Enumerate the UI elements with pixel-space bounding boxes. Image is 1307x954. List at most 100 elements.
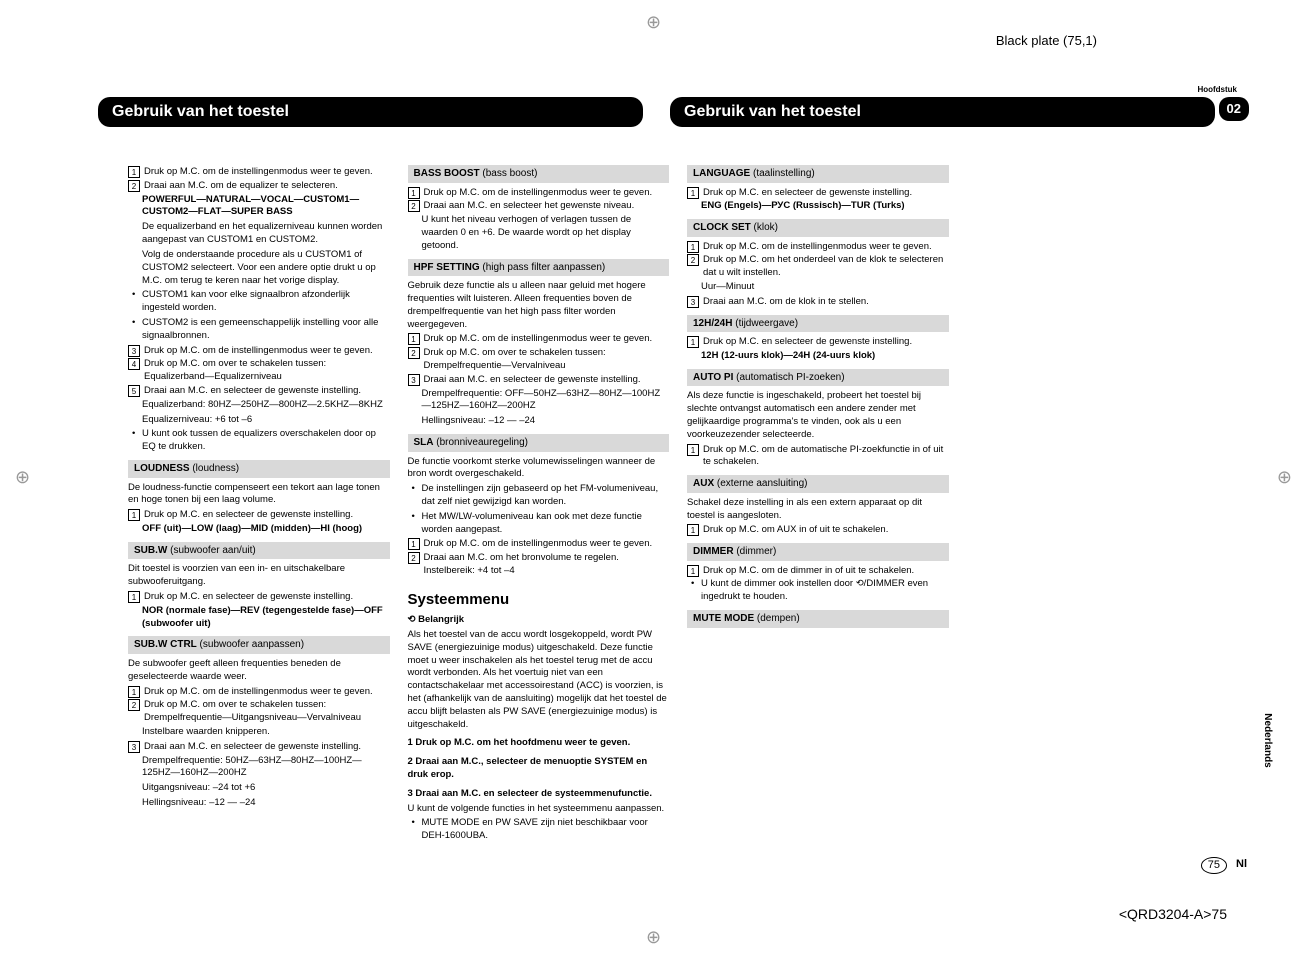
- document-code: <QRD3204-A>75: [1119, 905, 1227, 924]
- body-text: Draai aan M.C. om de equalizer te select…: [144, 180, 390, 193]
- step-num: 2: [408, 200, 420, 212]
- body-text: Draai aan M.C. om de klok in te stellen.: [703, 296, 949, 309]
- step-num: 2: [128, 180, 140, 192]
- body-text: Draai aan M.C. en selecteer de gewenste …: [424, 374, 670, 387]
- subheading-language: LANGUAGE (taalinstelling): [687, 165, 949, 183]
- step-num: 1: [687, 524, 699, 536]
- body-text: Druk op M.C. om over te schakelen tussen…: [144, 358, 390, 384]
- subheading-subwctrl: SUB.W CTRL (subwoofer aanpassen): [128, 636, 390, 654]
- body-text: Hellingsniveau: –12 — –24: [408, 415, 670, 428]
- step-num: 1: [408, 187, 420, 199]
- crop-mark-bottom: ⊕: [646, 925, 661, 949]
- section-systeemmenu: Systeemmenu: [408, 590, 670, 610]
- body-text: Equalizerband: 80HZ—250HZ—800HZ—2.5KHZ—8…: [128, 399, 390, 412]
- body-text: Uur—Minuut: [687, 281, 949, 294]
- body-text: De instellingen zijn gebaseerd op het FM…: [408, 483, 670, 509]
- step-num: 2: [687, 254, 699, 266]
- step-num: 1: [408, 538, 420, 550]
- body-text: 12H (12-uurs klok)—24H (24-uurs klok): [687, 350, 949, 363]
- subheading-hpf: HPF SETTING (high pass filter aanpassen): [408, 259, 670, 277]
- body-text: NOR (normale fase)—REV (tegengestelde fa…: [128, 605, 390, 631]
- body-text: Als deze functie is ingeschakeld, probee…: [687, 390, 949, 441]
- body-text: Druk op M.C. om de instellingenmodus wee…: [703, 241, 949, 254]
- step-num: 3: [128, 741, 140, 753]
- body-text: 2 Draai aan M.C., selecteer de menuoptie…: [408, 756, 670, 782]
- crop-mark-right: ⊕: [1277, 465, 1292, 489]
- subheading-bassboost: BASS BOOST (bass boost): [408, 165, 670, 183]
- body-text: Draai aan M.C. om het bronvolume te rege…: [424, 552, 670, 578]
- body-text: U kunt het niveau verhogen of verlagen t…: [408, 214, 670, 252]
- page-number: 75: [1201, 857, 1227, 874]
- step-num: 2: [128, 699, 140, 711]
- step-num: 1: [687, 187, 699, 199]
- body-text: Drempelfrequentie: OFF—50HZ—63HZ—80HZ—10…: [408, 388, 670, 414]
- step-num: 1: [687, 444, 699, 456]
- step-num: 1: [687, 565, 699, 577]
- step-num: 1: [687, 241, 699, 253]
- step-num: 1: [128, 166, 140, 178]
- body-text: U kunt ook tussen de equalizers overscha…: [128, 428, 390, 454]
- body-text: Uitgangsniveau: –24 tot +6: [128, 782, 390, 795]
- step-num: 1: [687, 336, 699, 348]
- body-text: Gebruik deze functie als u alleen naar g…: [408, 280, 670, 331]
- body-text: Druk op M.C. om de instellingenmodus wee…: [424, 538, 670, 551]
- body-text: Druk op M.C. om over te schakelen tussen…: [144, 699, 390, 725]
- subheading-clockset: CLOCK SET (klok): [687, 219, 949, 237]
- subheading-subw: SUB.W (subwoofer aan/uit): [128, 542, 390, 560]
- subheading-loudness: LOUDNESS (loudness): [128, 460, 390, 478]
- body-text: Draai aan M.C. en selecteer het gewenste…: [424, 200, 670, 213]
- body-text: Druk op M.C. om de automatische PI-zoekf…: [703, 444, 949, 470]
- body-text: Draai aan M.C. en selecteer de gewenste …: [144, 741, 390, 754]
- body-text: ENG (Engels)—РУС (Russisch)—TUR (Turks): [687, 200, 949, 213]
- step-num: 4: [128, 358, 140, 370]
- body-text: De equalizerband en het equalizerniveau …: [128, 221, 390, 247]
- step-num: 2: [408, 347, 420, 359]
- important-label: Belangrijk: [408, 614, 670, 627]
- step-num: 1: [128, 591, 140, 603]
- body-text: Druk op M.C. om over te schakelen tussen…: [424, 347, 670, 373]
- crop-mark-left: ⊕: [15, 465, 30, 489]
- body-text: Druk op M.C. en selecteer de gewenste in…: [703, 187, 949, 200]
- crop-mark-top: [646, 10, 661, 34]
- body-text: CUSTOM2 is een gemeenschappelijk instell…: [128, 317, 390, 343]
- step-num: 3: [687, 296, 699, 308]
- subheading-sla: SLA (bronniveauregeling): [408, 434, 670, 452]
- body-text: Hellingsniveau: –12 — –24: [128, 797, 390, 810]
- body-text: CUSTOM1 kan voor elke signaalbron afzond…: [128, 289, 390, 315]
- body-text: Het MW/LW-volumeniveau kan ook met deze …: [408, 511, 670, 537]
- subheading-dimmer: DIMMER (dimmer): [687, 543, 949, 561]
- body-text: 3 Draai aan M.C. en selecteer de systeem…: [408, 788, 670, 801]
- body-text: Druk op M.C. om AUX in of uit te schakel…: [703, 524, 949, 537]
- body-text: Druk op M.C. om het onderdeel van de klo…: [703, 254, 949, 280]
- body-text: De subwoofer geeft alleen frequenties be…: [128, 658, 390, 684]
- body-text: OFF (uit)—LOW (laag)—MID (midden)—HI (ho…: [128, 523, 390, 536]
- language-code: Nl: [1236, 857, 1247, 872]
- step-num: 1: [128, 509, 140, 521]
- section-title-left: Gebruik van het toestel: [98, 97, 643, 127]
- body-text: Schakel deze instelling in als een exter…: [687, 497, 949, 523]
- body-text: Druk op M.C. en selecteer de gewenste in…: [144, 509, 390, 522]
- plate-label: Black plate (75,1): [996, 32, 1097, 50]
- body-text: De loudness-functie compenseert een teko…: [128, 482, 390, 508]
- chapter-label: Hoofdstuk: [1197, 85, 1237, 96]
- section-title-right: Gebruik van het toestel: [670, 97, 1215, 127]
- body-text: 1 Druk op M.C. om het hoofdmenu weer te …: [408, 737, 670, 750]
- subheading-mutemode: MUTE MODE (dempen): [687, 610, 949, 628]
- body-text: Druk op M.C. om de dimmer in of uit te s…: [703, 565, 949, 578]
- step-num: 1: [128, 686, 140, 698]
- body-text: Druk op M.C. om de instellingenmodus wee…: [144, 686, 390, 699]
- step-num: 1: [408, 333, 420, 345]
- step-num: 5: [128, 385, 140, 397]
- body-text: POWERFUL—NATURAL—VOCAL—CUSTOM1—CUSTOM2—F…: [128, 194, 390, 220]
- body-text: Dit toestel is voorzien van een in- en u…: [128, 563, 390, 589]
- body-text: Druk op M.C. om de instellingenmodus wee…: [424, 333, 670, 346]
- body-text: Druk op M.C. en selecteer de gewenste in…: [703, 336, 949, 349]
- body-text: Equalizerniveau: +6 tot –6: [128, 414, 390, 427]
- body-text: Druk op M.C. om de instellingenmodus wee…: [144, 345, 390, 358]
- step-num: 3: [408, 374, 420, 386]
- body-text: Instelbare waarden knipperen.: [128, 726, 390, 739]
- subheading-aux: AUX (externe aansluiting): [687, 475, 949, 493]
- body-text: Druk op M.C. om de instellingenmodus wee…: [424, 187, 670, 200]
- body-text: Als het toestel van de accu wordt losgek…: [408, 629, 670, 732]
- page-body: 1 Druk op M.C. om de instellingenmodus we…: [128, 165, 1228, 845]
